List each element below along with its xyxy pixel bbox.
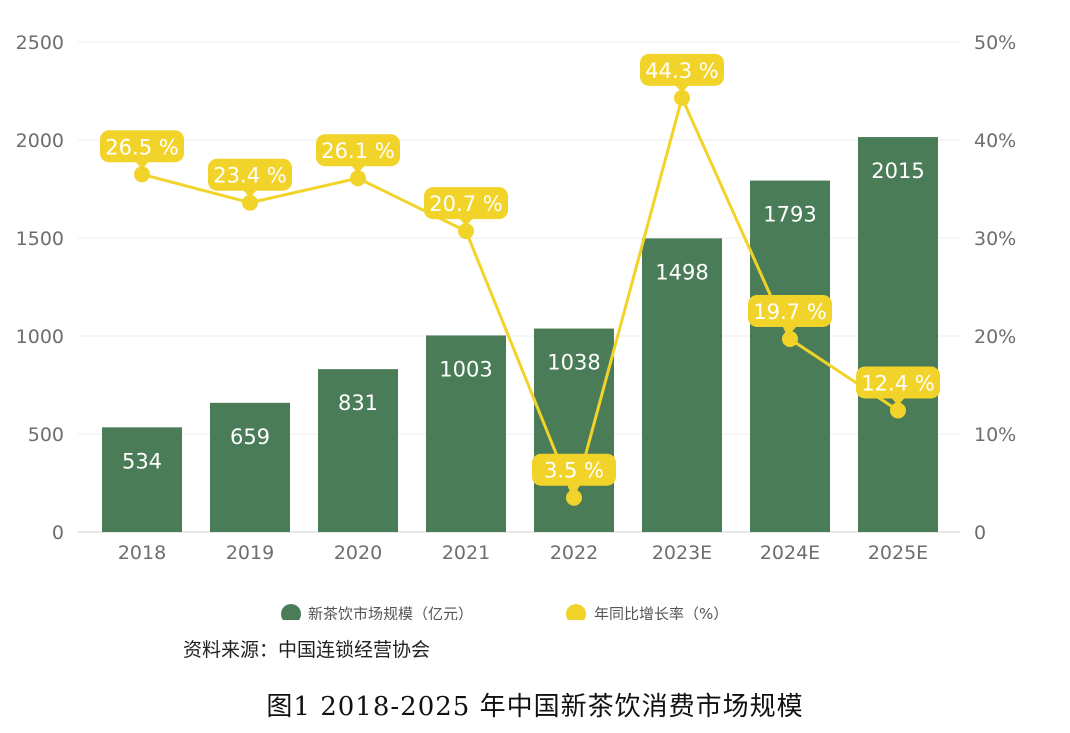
bar-value-label: 1038 xyxy=(547,351,600,375)
bar-value-label: 1793 xyxy=(763,203,816,227)
growth-point xyxy=(242,194,258,211)
chart: 0 500 1000 1500 2000 2500 0 10% 20% 30% 40% 50% 53… xyxy=(16,32,1016,620)
growth-label-pointer xyxy=(459,218,473,227)
figure-caption: 图1 2018-2025 年中国新茶饮消费市场规模 xyxy=(266,692,804,722)
growth-value-label: 23.4 % xyxy=(213,164,286,188)
bar-value-label: 534 xyxy=(122,449,162,473)
bar-value-label: 2015 xyxy=(871,159,924,183)
growth-value-label: 26.1 % xyxy=(321,139,394,163)
legend: 新茶饮市场规模（亿元） 年同比增长率（%） xyxy=(281,604,728,620)
y-left-tick-label: 2500 xyxy=(16,32,64,54)
y-left-tick-label: 1000 xyxy=(16,326,64,348)
bar xyxy=(426,335,506,532)
bar xyxy=(318,369,398,532)
y-right-tick-label: 30% xyxy=(974,228,1016,250)
growth-value-label: 3.5 % xyxy=(544,459,604,483)
growth-data-label: 12.4 % xyxy=(856,366,940,406)
bar xyxy=(102,427,182,532)
growth-data-label: 19.7 % xyxy=(748,294,832,334)
x-axis: 2018 2019 2020 2021 2022 2023E 2024E 2025E xyxy=(118,542,928,564)
growth-data-label: 26.5 % xyxy=(100,130,184,170)
growth-value-label: 44.3 % xyxy=(645,59,718,83)
legend-item-line: 年同比增长率（%） xyxy=(566,604,728,620)
growth-data-label: 26.1 % xyxy=(316,134,400,174)
y-right-tick-label: 20% xyxy=(974,326,1016,348)
x-tick-label: 2021 xyxy=(442,542,490,564)
growth-point xyxy=(566,489,582,506)
growth-label-pointer xyxy=(135,161,149,170)
growth-point xyxy=(782,330,798,347)
y-axis-left: 0 500 1000 1500 2000 2500 xyxy=(16,32,64,544)
bar-value-label: 659 xyxy=(230,425,270,449)
growth-label-bg xyxy=(208,158,292,191)
legend-item-bar: 新茶饮市场规模（亿元） xyxy=(281,604,473,620)
growth-label-pointer xyxy=(567,484,581,493)
bar xyxy=(858,137,938,532)
growth-label-pointer xyxy=(243,189,257,198)
growth-label-pointer xyxy=(783,325,797,334)
growth-label-bg xyxy=(532,453,616,486)
legend-bar-swatch xyxy=(281,604,301,620)
bar xyxy=(642,238,722,532)
growth-point xyxy=(890,402,906,419)
legend-line-swatch xyxy=(566,604,586,620)
y-right-tick-label: 10% xyxy=(974,424,1016,446)
growth-label-bg xyxy=(100,130,184,163)
legend-bar-label: 新茶饮市场规模（亿元） xyxy=(308,605,473,620)
growth-data-label: 20.7 % xyxy=(424,187,508,227)
growth-point xyxy=(134,166,150,183)
bar-value-label: 1003 xyxy=(439,357,492,381)
bar-value-label: 831 xyxy=(338,391,378,415)
growth-label-bg xyxy=(856,366,940,399)
x-tick-label: 2023E xyxy=(652,542,712,564)
growth-label-bg xyxy=(640,53,724,86)
growth-data-label: 44.3 % xyxy=(640,53,724,93)
x-tick-label: 2025E xyxy=(868,542,928,564)
growth-label-pointer xyxy=(351,165,365,174)
y-axis-right: 0 10% 20% 30% 40% 50% xyxy=(974,32,1016,544)
x-tick-label: 2019 xyxy=(226,542,274,564)
growth-value-label: 26.5 % xyxy=(105,135,178,159)
growth-value-label: 12.4 % xyxy=(861,371,934,395)
growth-label-bg xyxy=(316,134,400,167)
y-right-tick-label: 50% xyxy=(974,32,1016,54)
legend-line-label: 年同比增长率（%） xyxy=(594,605,728,620)
growth-value-label: 19.7 % xyxy=(753,300,826,324)
x-tick-label: 2024E xyxy=(760,542,820,564)
growth-point xyxy=(674,89,690,106)
bar-value-label: 1498 xyxy=(655,260,708,284)
growth-value-label: 20.7 % xyxy=(429,192,502,216)
y-right-tick-label: 40% xyxy=(974,130,1016,152)
x-tick-label: 2018 xyxy=(118,542,166,564)
growth-label-pointer xyxy=(675,84,689,93)
y-left-tick-label: 2000 xyxy=(16,130,64,152)
y-left-tick-label: 0 xyxy=(52,522,64,544)
growth-line-series: 26.5 % 23.4 % 26.1 % 20.7 % 3.5 % 44.3 % 19.7 … xyxy=(100,53,940,506)
growth-label-bg xyxy=(748,294,832,327)
growth-data-label: 3.5 % xyxy=(532,453,616,493)
growth-point xyxy=(458,223,474,240)
bar xyxy=(210,402,290,532)
growth-point xyxy=(350,170,366,187)
growth-label-bg xyxy=(424,187,508,220)
growth-label-pointer xyxy=(891,397,905,406)
x-tick-label: 2022 xyxy=(550,542,598,564)
source-note: 资料来源：中国连锁经营协会 xyxy=(183,639,431,661)
y-left-tick-label: 500 xyxy=(28,424,64,446)
x-tick-label: 2020 xyxy=(334,542,382,564)
y-right-tick-label: 0 xyxy=(974,522,986,544)
growth-data-label: 23.4 % xyxy=(208,158,292,198)
y-left-tick-label: 1500 xyxy=(16,228,64,250)
